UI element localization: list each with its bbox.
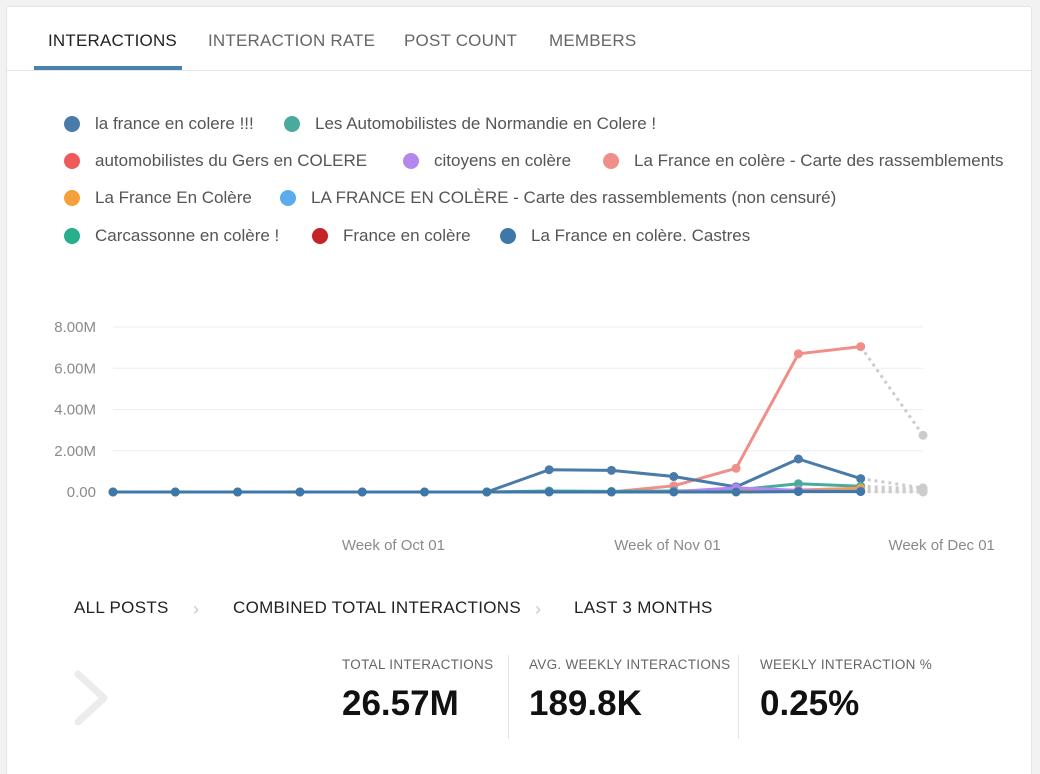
projection-point <box>918 430 928 440</box>
interactions-line-chart: 0.00 2.00M 4.00M 6.00M 8.00M Week of Oct 01 We… <box>54 319 995 554</box>
x-tick-label: Week of Oct 01 <box>342 537 445 554</box>
data-point <box>357 487 367 497</box>
breadcrumb-last-3-months[interactable]: LAST 3 MONTHS <box>574 598 713 617</box>
data-point <box>482 487 492 497</box>
data-point <box>108 487 118 497</box>
chevron-left-icon[interactable] <box>70 666 110 730</box>
stat-weekly-interaction-pct-label: WEEKLY INTERACTION % <box>760 657 933 672</box>
legend-dot <box>312 228 328 244</box>
legend-item[interactable]: automobilistes du Gers en COLERE <box>64 150 367 172</box>
legend-label: La France en colère. Castres <box>531 226 751 245</box>
stat-avg-weekly-interactions-value: 189.8K <box>529 684 642 723</box>
active-tab-indicator <box>34 66 182 70</box>
data-point <box>856 487 866 497</box>
data-point <box>731 463 741 473</box>
chart-card: INTERACTIONS INTERACTION RATE POST COUNT… <box>6 6 1032 774</box>
legend-label: LA FRANCE EN COLÈRE - Carte des rassembl… <box>311 188 837 207</box>
y-tick-label: 8.00M <box>54 319 96 336</box>
breadcrumb-all-posts[interactable]: ALL POSTS <box>74 598 169 617</box>
y-tick-label: 0.00 <box>67 484 96 501</box>
x-tick-label: Week of Nov 01 <box>614 537 720 554</box>
legend-dot <box>64 228 80 244</box>
data-point <box>856 342 866 352</box>
legend-item[interactable]: La France en colère. Castres <box>500 225 750 247</box>
legend-dot <box>64 116 80 132</box>
data-point <box>669 472 679 482</box>
legend-dot <box>64 190 80 206</box>
data-point <box>233 487 243 497</box>
data-point <box>793 479 803 489</box>
data-point <box>606 465 616 475</box>
legend-dot <box>280 190 296 206</box>
legend-label: Carcassonne en colère ! <box>95 226 280 245</box>
y-tick-label: 2.00M <box>54 443 96 460</box>
data-point <box>856 474 866 484</box>
stat-weekly-interaction-pct-value: 0.25% <box>760 684 860 723</box>
legend-label: La France En Colère <box>95 188 252 207</box>
data-point <box>544 487 554 497</box>
stat-divider <box>508 655 509 739</box>
breadcrumb-combined-total-interactions[interactable]: COMBINED TOTAL INTERACTIONS <box>233 598 522 617</box>
legend-label: automobilistes du Gers en COLERE <box>95 151 368 170</box>
y-tick-label: 6.00M <box>54 360 96 377</box>
legend-item[interactable]: LA FRANCE EN COLÈRE - Carte des rassembl… <box>280 187 836 209</box>
legend-dot <box>500 228 516 244</box>
tab-interactions[interactable]: INTERACTIONS <box>48 31 177 50</box>
data-point <box>669 487 679 497</box>
legend-dot <box>403 153 419 169</box>
data-point <box>544 465 554 475</box>
legend-dot <box>284 116 300 132</box>
legend-dot <box>64 153 80 169</box>
data-point <box>606 487 616 497</box>
legend-label: Les Automobilistes de Normandie en Coler… <box>315 114 657 133</box>
legend-item[interactable]: Carcassonne en colère ! <box>64 225 279 247</box>
data-point <box>295 487 305 497</box>
series-projection <box>860 484 924 491</box>
legend-dot <box>603 153 619 169</box>
data-point <box>793 487 803 497</box>
stat-total-interactions-label: TOTAL INTERACTIONS <box>342 657 494 672</box>
tab-members[interactable]: MEMBERS <box>549 31 637 50</box>
legend-label: la france en colere !!! <box>95 114 254 133</box>
stat-avg-weekly-interactions-label: AVG. WEEKLY INTERACTIONS <box>529 657 731 672</box>
legend-label: La France en colère - Carte des rassembl… <box>634 151 1004 170</box>
tab-post-count[interactable]: POST COUNT <box>404 31 518 50</box>
legend-item[interactable]: la france en colere !!! <box>64 113 254 135</box>
legend-item[interactable]: France en colère <box>312 225 471 247</box>
stat-total-interactions-value: 26.57M <box>342 684 459 723</box>
data-point <box>793 349 803 359</box>
legend-item[interactable]: citoyens en colère <box>403 150 571 172</box>
data-point <box>420 487 430 497</box>
data-point <box>170 487 180 497</box>
legend-label: France en colère <box>343 226 471 245</box>
x-tick-label: Week of Dec 01 <box>888 537 994 554</box>
data-point <box>793 454 803 464</box>
legend-item[interactable]: La France en colère - Carte des rassembl… <box>603 150 1003 172</box>
projection-point <box>918 487 928 497</box>
legend-label: citoyens en colère <box>434 151 572 170</box>
y-tick-label: 4.00M <box>54 402 96 419</box>
breadcrumb-separator-icon: › <box>193 599 199 619</box>
legend-item[interactable]: La France En Colère <box>64 187 252 209</box>
series-projection <box>859 345 925 437</box>
tab-bar: INTERACTIONS INTERACTION RATE POST COUNT… <box>7 7 1031 71</box>
breadcrumb-separator-icon: › <box>535 599 541 619</box>
tab-interaction-rate[interactable]: INTERACTION RATE <box>208 31 376 50</box>
legend-item[interactable]: Les Automobilistes de Normandie en Coler… <box>284 113 656 135</box>
stat-divider <box>738 655 739 739</box>
data-point <box>731 487 741 497</box>
